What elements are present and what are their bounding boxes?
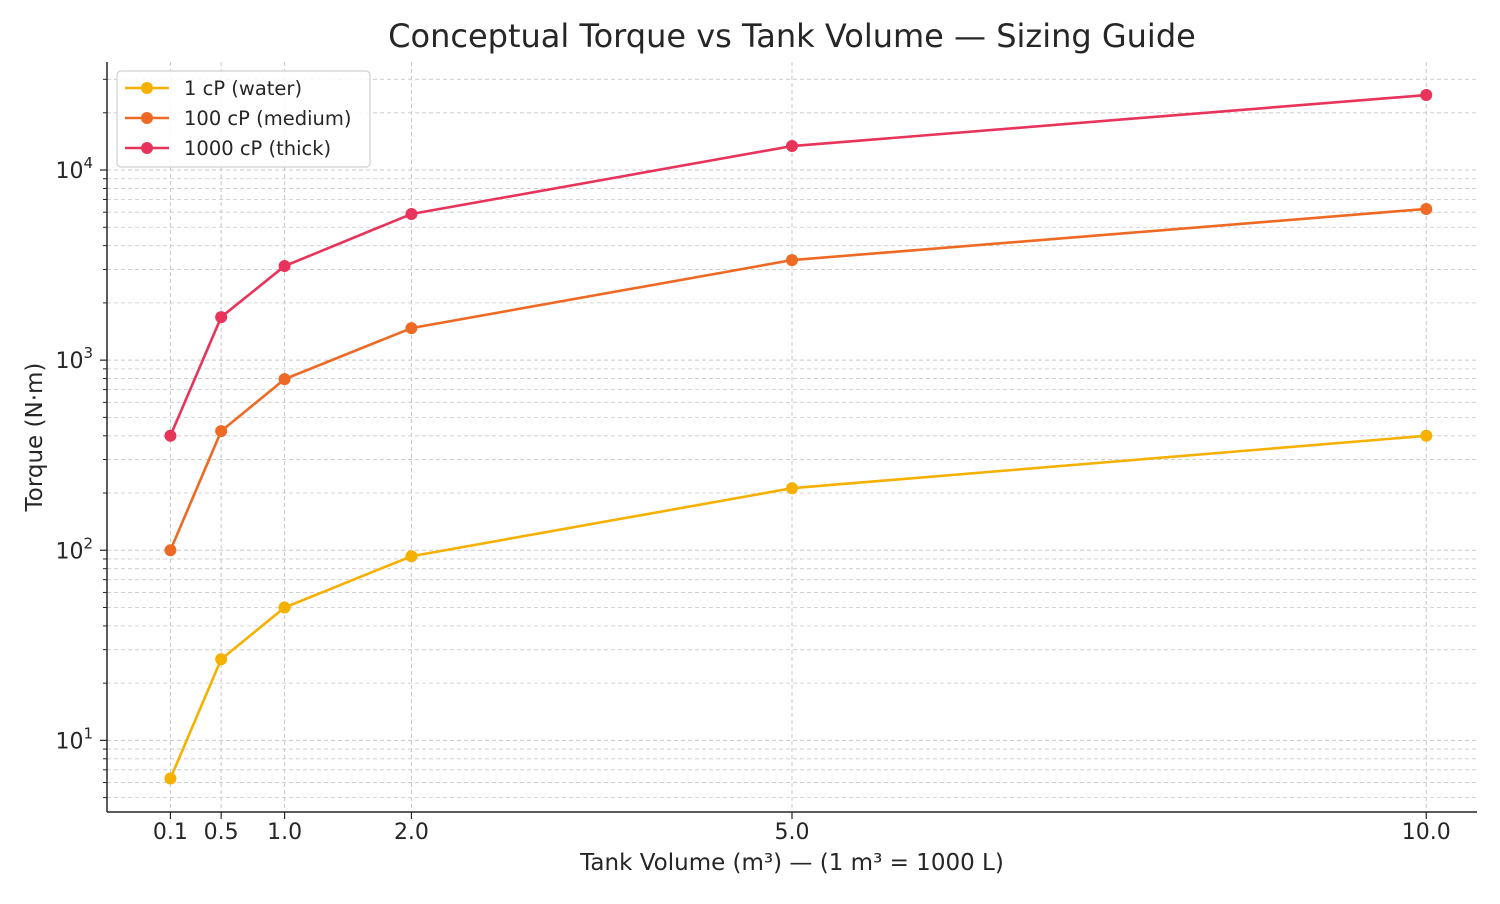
data-point xyxy=(278,601,291,614)
data-point xyxy=(215,425,228,438)
data-point xyxy=(786,254,798,267)
legend-marker xyxy=(141,82,153,94)
data-point xyxy=(786,140,798,153)
series-line xyxy=(169,93,1427,437)
legend-marker xyxy=(141,142,153,154)
data-point xyxy=(278,260,291,273)
data-point xyxy=(164,544,177,557)
x-tick-label: 1.0 xyxy=(267,820,302,845)
legend-label: 100 cP (medium) xyxy=(184,107,351,130)
legend-label: 1 cP (water) xyxy=(184,77,302,100)
y-tick-label: 103 xyxy=(55,344,93,374)
series-layer xyxy=(164,89,1433,785)
axes: 0.1 0.5 1.0 2.0 5.0 10.0 101 102 103 104 xyxy=(55,62,1477,845)
legend-marker xyxy=(141,112,153,124)
legend: 1 cP (water) 100 cP (medium) 1000 cP (thic… xyxy=(116,70,371,168)
data-point xyxy=(164,772,177,785)
x-tick-label: 5.0 xyxy=(775,820,810,845)
data-point xyxy=(405,550,418,563)
y-tick-label: 101 xyxy=(55,724,93,754)
data-point xyxy=(1420,429,1433,442)
data-point xyxy=(215,653,228,666)
data-point xyxy=(215,311,228,324)
grid xyxy=(107,62,1477,812)
data-point xyxy=(405,208,418,221)
data-point xyxy=(1420,89,1433,102)
data-point xyxy=(278,373,291,386)
x-tick-label: 0.1 xyxy=(153,820,188,845)
x-axis-label: Tank Volume (m³) — (1 m³ = 1000 L) xyxy=(579,850,1004,876)
data-point xyxy=(786,482,798,495)
legend-box xyxy=(116,70,371,168)
data-point xyxy=(1420,202,1433,215)
legend-label: 1000 cP (thick) xyxy=(184,137,331,160)
series-line xyxy=(169,434,1427,780)
data-point xyxy=(164,429,177,442)
y-axis-label: Torque (N·m) xyxy=(22,363,48,513)
x-tick-label: 2.0 xyxy=(394,820,429,845)
y-tick-label: 104 xyxy=(55,154,93,184)
y-tick-label: 102 xyxy=(55,534,93,564)
x-tick-label: 0.5 xyxy=(204,820,239,845)
x-tick-label: 10.0 xyxy=(1402,820,1451,845)
chart-title: Conceptual Torque vs Tank Volume — Sizin… xyxy=(388,17,1196,55)
series-line xyxy=(169,207,1427,551)
data-point xyxy=(405,322,418,335)
